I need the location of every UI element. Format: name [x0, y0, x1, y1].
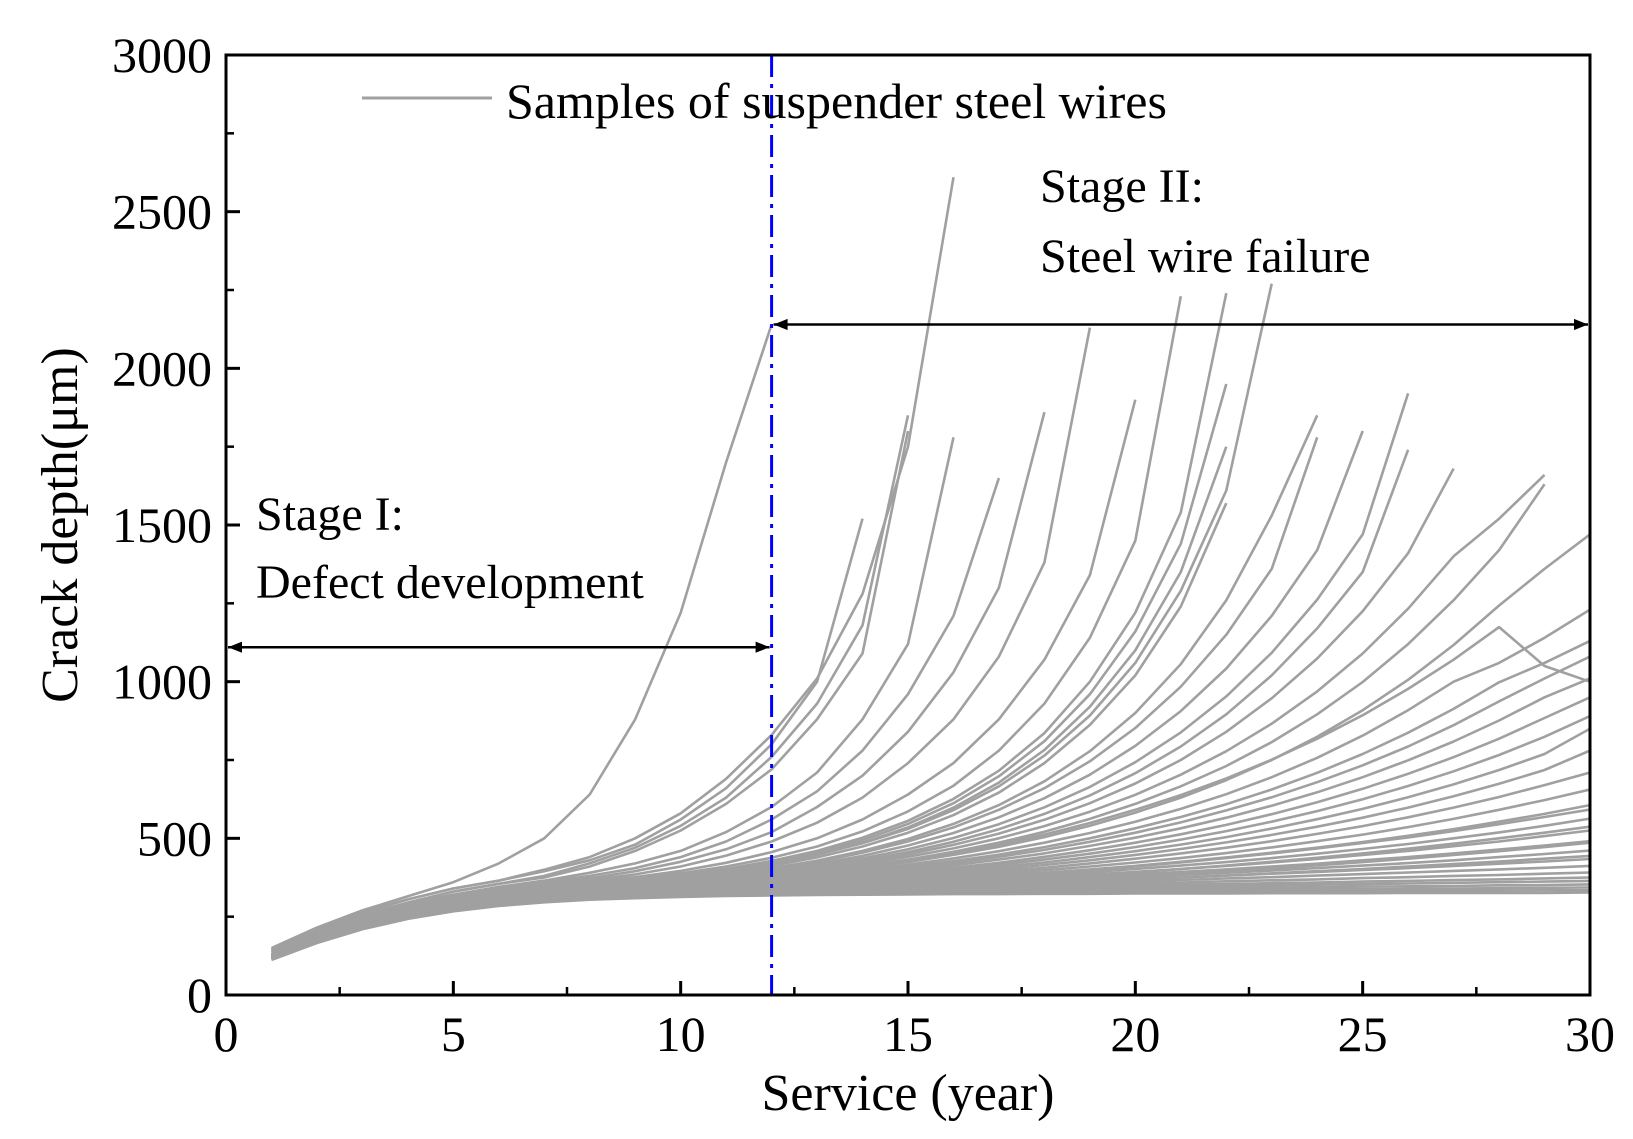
x-tick-label: 10 — [656, 1006, 706, 1062]
stage2-description: Steel wire failure — [1040, 230, 1371, 283]
y-tick-label: 1500 — [112, 497, 212, 553]
series-line-1 — [270, 324, 773, 950]
x-tick-label: 0 — [214, 1006, 239, 1062]
y-tick-label: 500 — [137, 810, 212, 866]
series-line-54 — [271, 854, 1590, 961]
stage1-title: Stage I: — [256, 488, 404, 541]
y-tick-label: 3000 — [112, 27, 212, 83]
x-axis-title: Service (year) — [761, 1065, 1054, 1122]
stage1-description: Defect development — [256, 556, 644, 609]
series-line-53 — [271, 625, 1590, 959]
legend-label: Samples of suspender steel wires — [506, 73, 1167, 129]
stage2-title: Stage II: — [1040, 160, 1204, 213]
y-tick-label: 0 — [187, 967, 212, 1023]
series-line-30 — [271, 696, 1590, 959]
x-tick-label: 30 — [1565, 1006, 1615, 1062]
x-tick-label: 25 — [1338, 1006, 1388, 1062]
series-line-33 — [271, 749, 1590, 960]
y-tick-label: 2000 — [112, 340, 212, 396]
x-tick-label: 15 — [883, 1006, 933, 1062]
series-line-5 — [270, 518, 864, 951]
y-tick-label: 2500 — [112, 184, 212, 240]
series-line-49 — [271, 891, 1590, 962]
legend: Samples of suspender steel wires — [362, 73, 1167, 129]
y-axis-title: Crack depth(μm) — [32, 347, 89, 703]
x-tick-label: 20 — [1110, 1006, 1160, 1062]
series-line-4 — [270, 430, 910, 953]
y-axis-ticks: 0 500 1000 1500 2000 2500 3000 — [112, 27, 240, 1023]
x-tick-label: 5 — [441, 1006, 466, 1062]
x-axis-ticks: 0 5 10 15 20 25 30 — [214, 981, 1615, 1062]
y-tick-label: 1000 — [112, 654, 212, 710]
